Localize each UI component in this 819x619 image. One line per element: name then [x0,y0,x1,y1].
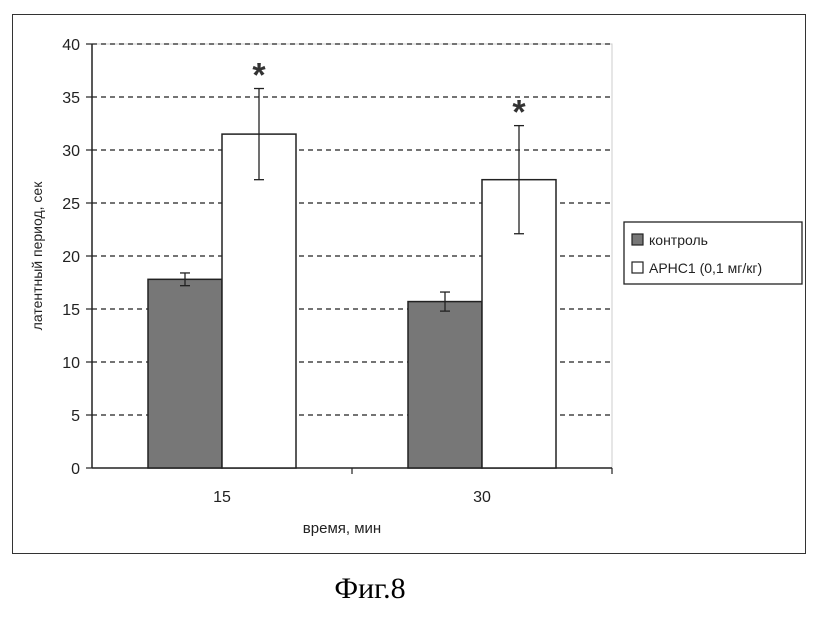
y-tick-label: 20 [62,249,80,266]
figure-caption: Фиг.8 [0,572,740,606]
legend-label: контроль [649,232,708,248]
x-axis-label: время, мин [303,520,381,537]
y-tick-label: 10 [62,355,80,372]
legend-swatch [632,262,643,273]
legend-label: APHC1 (0,1 мг/кг) [649,260,762,276]
y-tick-label: 15 [62,302,80,319]
y-tick-label: 5 [71,408,80,425]
legend-swatch [632,234,643,245]
y-tick-label: 25 [62,196,80,213]
x-tick-label: 15 [213,489,231,506]
bar-control [148,279,222,468]
significance-star: * [252,57,266,95]
x-tick-label: 30 [473,489,491,506]
bar-chart: 0 5 10 15 20 25 30 35 40 15 30 * * время, мин латентны… [0,0,819,560]
y-tick-label: 40 [62,37,80,54]
y-tick-label: 35 [62,90,80,107]
y-tick-label: 30 [62,143,80,160]
significance-star: * [512,94,526,132]
y-axis-label: латентный период, сек [29,181,45,331]
bar-treatment [222,134,296,468]
bar-control [408,302,482,468]
y-tick-label: 0 [71,461,80,478]
